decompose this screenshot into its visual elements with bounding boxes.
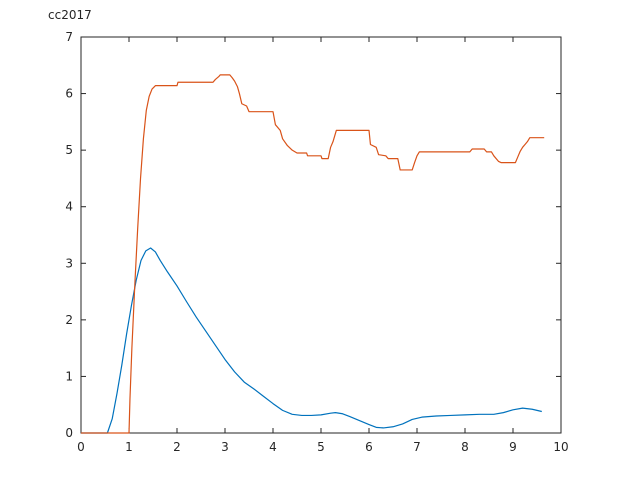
x-tick-label: 6 [365,440,373,454]
y-tick-label: 3 [65,256,73,270]
plot-area-frame [80,36,562,434]
y-tick-label: 7 [65,30,73,44]
chart-corner-label: cc2017 [48,8,92,22]
x-tick-label: 7 [413,440,421,454]
data-series [81,74,545,434]
series-line-2 [81,74,545,434]
y-tick-label: 0 [65,426,73,440]
x-tick-label: 1 [125,440,133,454]
x-tick-label: 2 [173,440,181,454]
x-tick-label: 4 [269,440,277,454]
series-line-1 [81,247,542,434]
y-tick-label: 1 [65,369,73,383]
axis-ticks [80,36,562,434]
y-tick-label: 6 [65,87,73,101]
y-tick-label: 5 [65,143,73,157]
x-tick-label: 8 [461,440,469,454]
x-tick-label: 9 [509,440,517,454]
x-axis-tick-labels: 0 1 2 3 4 5 6 7 8 9 10 [77,440,568,454]
x-tick-label: 10 [553,440,568,454]
x-tick-label: 3 [221,440,229,454]
y-axis-tick-labels: 0 1 2 3 4 5 6 7 [65,30,73,440]
y-tick-label: 4 [65,200,73,214]
x-tick-label: 5 [317,440,325,454]
y-tick-label: 2 [65,313,73,327]
x-tick-label: 0 [77,440,85,454]
